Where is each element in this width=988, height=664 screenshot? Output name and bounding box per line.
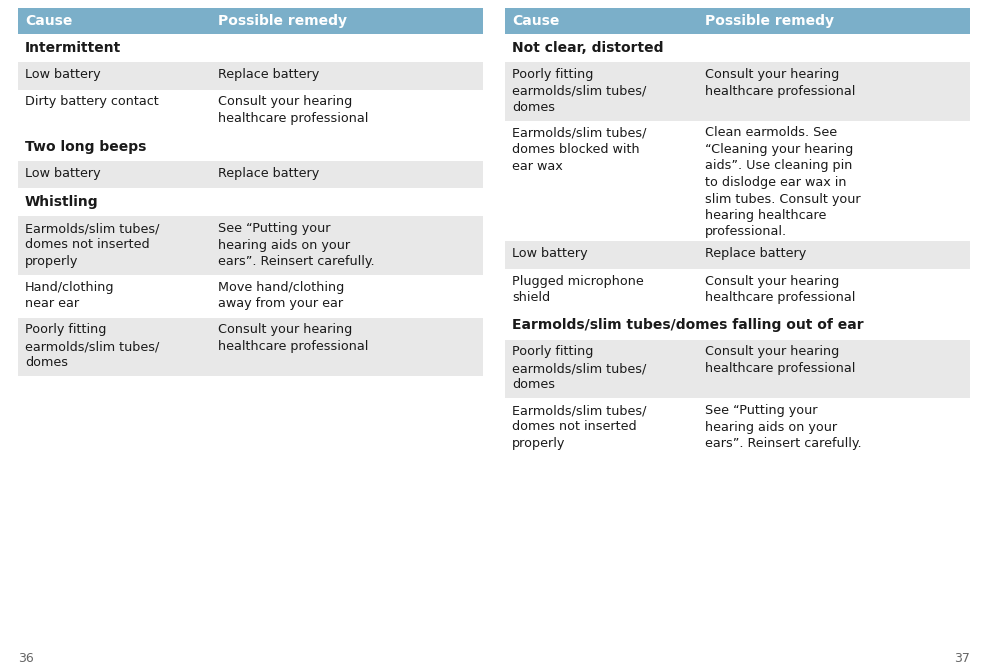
Bar xyxy=(505,241,970,268)
Bar xyxy=(505,120,970,241)
Text: Replace battery: Replace battery xyxy=(705,247,806,260)
Text: Consult your hearing
healthcare professional: Consult your hearing healthcare professi… xyxy=(705,274,856,304)
Text: Possible remedy: Possible remedy xyxy=(705,14,834,28)
Bar xyxy=(18,274,483,317)
Text: 37: 37 xyxy=(954,652,970,664)
Text: Hand/clothing
near ear: Hand/clothing near ear xyxy=(25,280,115,310)
Text: Replace battery: Replace battery xyxy=(218,167,319,179)
Bar xyxy=(18,62,483,90)
Text: Possible remedy: Possible remedy xyxy=(218,14,347,28)
Text: Plugged microphone
shield: Plugged microphone shield xyxy=(512,274,644,304)
Bar xyxy=(505,62,970,120)
Bar xyxy=(18,8,483,34)
Bar xyxy=(505,8,970,34)
Text: Not clear, distorted: Not clear, distorted xyxy=(512,41,664,55)
Bar xyxy=(18,216,483,274)
Text: Low battery: Low battery xyxy=(25,167,101,179)
Bar xyxy=(18,90,483,133)
Text: See “Putting your
hearing aids on your
ears”. Reinsert carefully.: See “Putting your hearing aids on your e… xyxy=(218,222,374,268)
Bar xyxy=(505,34,970,62)
Text: Cause: Cause xyxy=(25,14,72,28)
Text: Move hand/clothing
away from your ear: Move hand/clothing away from your ear xyxy=(218,280,344,310)
Bar xyxy=(505,311,970,339)
Text: Poorly fitting
earmolds/slim tubes/
domes: Poorly fitting earmolds/slim tubes/ dome… xyxy=(512,345,646,392)
Text: Intermittent: Intermittent xyxy=(25,41,122,55)
Text: 36: 36 xyxy=(18,652,34,664)
Bar xyxy=(18,34,483,62)
Bar xyxy=(505,398,970,457)
Bar xyxy=(18,161,483,188)
Text: Two long beeps: Two long beeps xyxy=(25,139,146,153)
Text: Poorly fitting
earmolds/slim tubes/
domes: Poorly fitting earmolds/slim tubes/ dome… xyxy=(512,68,646,114)
Text: Earmolds/slim tubes/
domes blocked with
ear wax: Earmolds/slim tubes/ domes blocked with … xyxy=(512,127,646,173)
Text: Consult your hearing
healthcare professional: Consult your hearing healthcare professi… xyxy=(218,96,369,125)
Text: Replace battery: Replace battery xyxy=(218,68,319,81)
Text: Earmolds/slim tubes/
domes not inserted
properly: Earmolds/slim tubes/ domes not inserted … xyxy=(512,404,646,450)
Text: Earmolds/slim tubes/
domes not inserted
properly: Earmolds/slim tubes/ domes not inserted … xyxy=(25,222,159,268)
Text: Clean earmolds. See
“Cleaning your hearing
aids”. Use cleaning pin
to dislodge e: Clean earmolds. See “Cleaning your heari… xyxy=(705,127,861,238)
Text: Low battery: Low battery xyxy=(25,68,101,81)
Text: Poorly fitting
earmolds/slim tubes/
domes: Poorly fitting earmolds/slim tubes/ dome… xyxy=(25,323,159,369)
Text: Low battery: Low battery xyxy=(512,247,588,260)
Text: Consult your hearing
healthcare professional: Consult your hearing healthcare professi… xyxy=(218,323,369,353)
Text: Whistling: Whistling xyxy=(25,195,99,209)
Bar xyxy=(18,317,483,376)
Bar xyxy=(505,339,970,398)
Bar xyxy=(18,188,483,216)
Text: Consult your hearing
healthcare professional: Consult your hearing healthcare professi… xyxy=(705,68,856,98)
Text: Consult your hearing
healthcare professional: Consult your hearing healthcare professi… xyxy=(705,345,856,375)
Text: Cause: Cause xyxy=(512,14,559,28)
Bar xyxy=(18,133,483,161)
Text: Earmolds/slim tubes/domes falling out of ear: Earmolds/slim tubes/domes falling out of… xyxy=(512,319,864,333)
Text: See “Putting your
hearing aids on your
ears”. Reinsert carefully.: See “Putting your hearing aids on your e… xyxy=(705,404,862,450)
Bar xyxy=(505,268,970,311)
Text: Dirty battery contact: Dirty battery contact xyxy=(25,96,159,108)
